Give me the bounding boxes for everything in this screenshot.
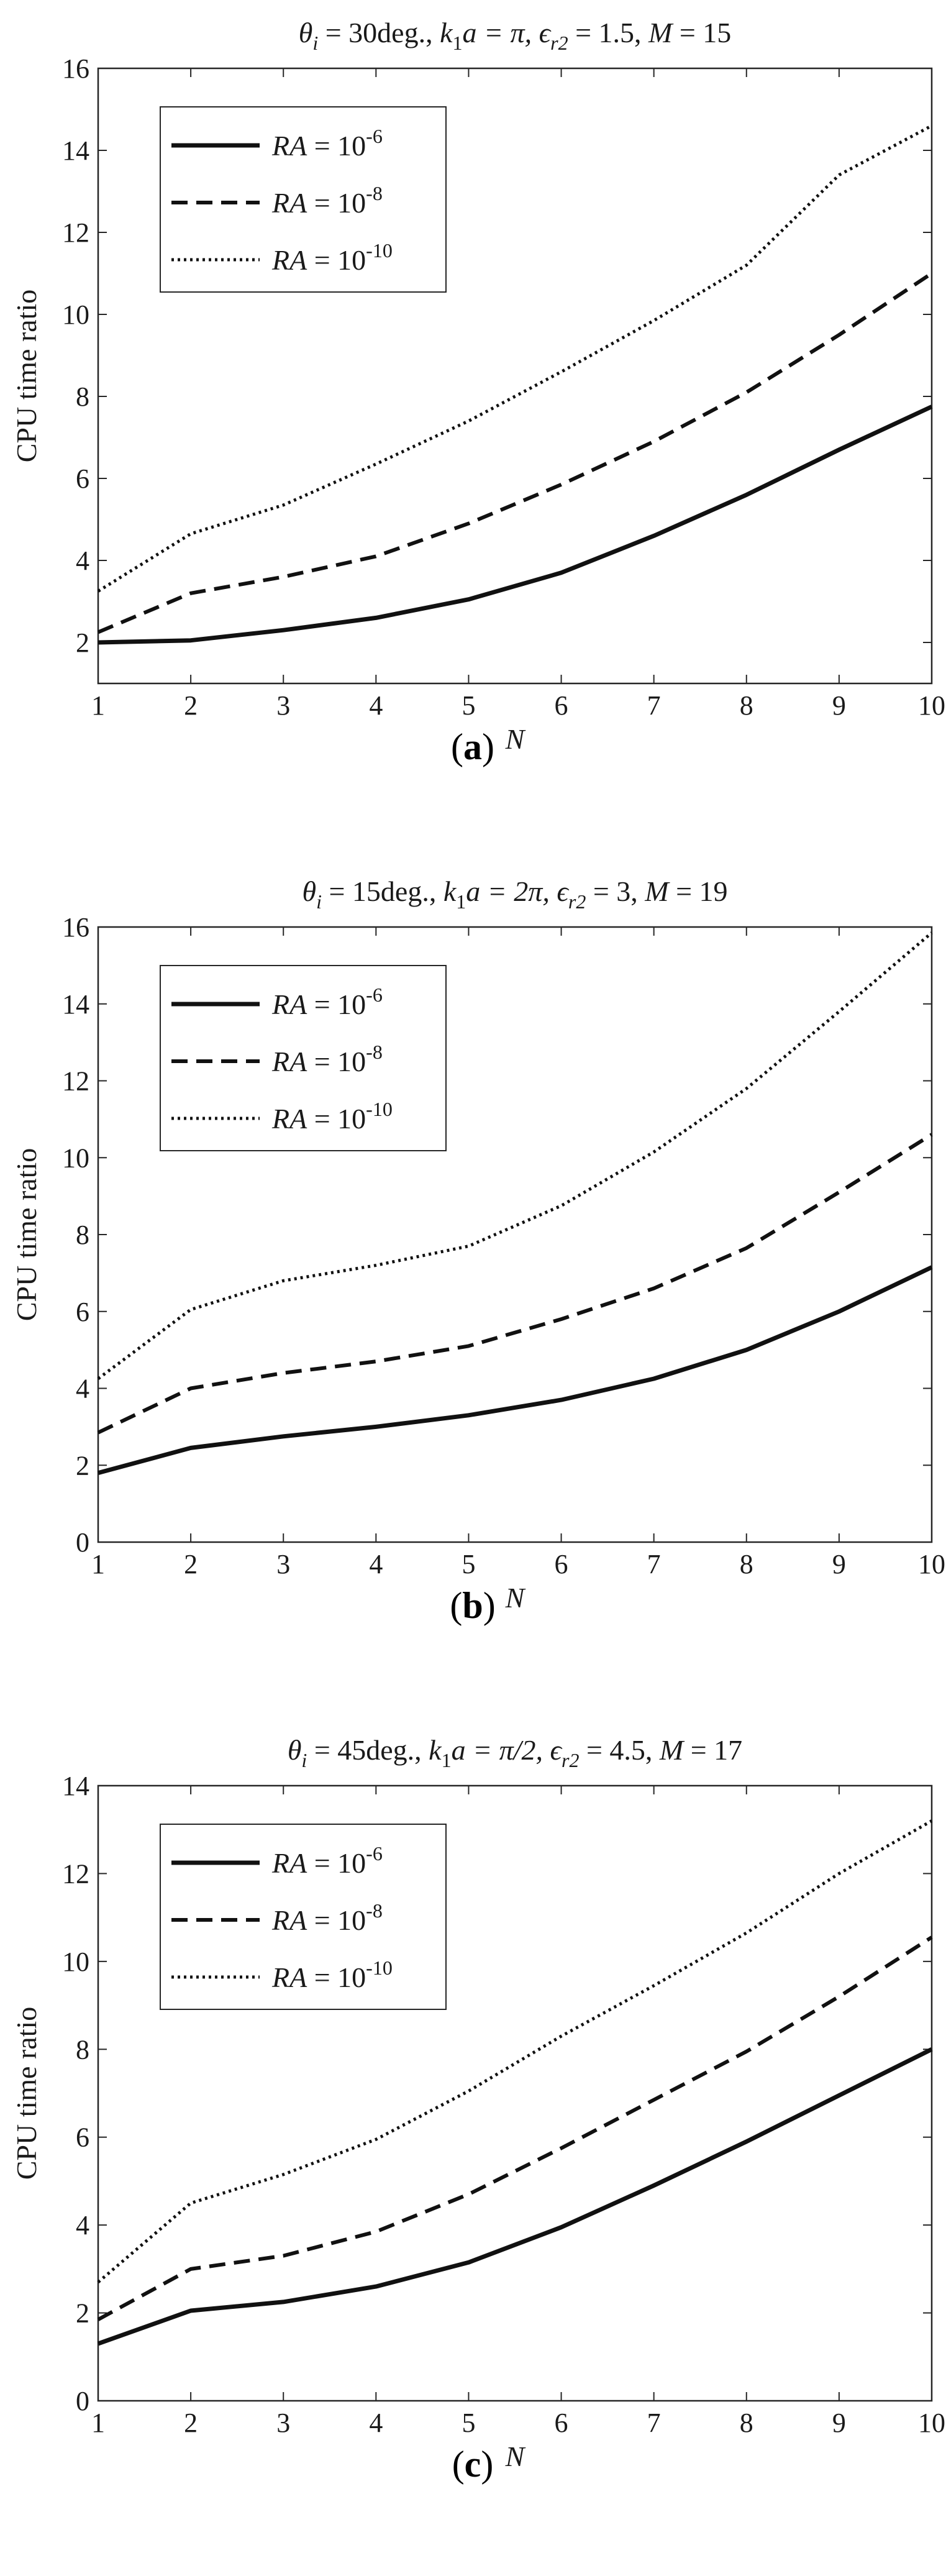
chart-b-svg: θi = 15deg., k1a = 2π, ϵr2 = 3, M = 191 2… bbox=[11, 875, 945, 1626]
chart-b-caption: (b) bbox=[450, 1585, 495, 1626]
chart-b-xtick-label: 7 bbox=[647, 1549, 661, 1579]
chart-b-legend-label-dotted: RA = 10-10 bbox=[271, 1098, 393, 1135]
chart-a-svg: θi = 30deg., k1a = π, ϵr2 = 1.5, M = 15 1… bbox=[11, 17, 945, 767]
chart-c-xtick-label: 1 bbox=[91, 2408, 105, 2438]
chart-c-xlabel: N bbox=[505, 2441, 526, 2472]
chart-c-xtick-label: 2 bbox=[184, 2408, 198, 2438]
chart-b-ytick-label: 4 bbox=[76, 1374, 89, 1404]
chart-b-xtick-label: 10 bbox=[918, 1549, 945, 1579]
chart-c-series-dotted-line bbox=[97, 1819, 933, 2284]
chart-b-xtick-label: 9 bbox=[832, 1549, 846, 1579]
chart-a-legend-label-dotted: RA = 10-10 bbox=[271, 239, 393, 276]
chart-c-xtick-label: 3 bbox=[276, 2408, 290, 2438]
chart-c-ytick-label: 4 bbox=[76, 2210, 89, 2240]
chart-a-ytick-label: 10 bbox=[62, 299, 89, 330]
chart-c-title: θi = 45deg., k1a = π/2, ϵr2 = 4.5, M = 1… bbox=[288, 1734, 742, 1771]
chart-b-xtick-label: 1 bbox=[91, 1549, 105, 1579]
chart-b-ylabel: CPU time ratio bbox=[11, 1148, 42, 1322]
chart-panel-c: θi = 45deg., k1a = π/2, ϵr2 = 4.5, M = 1… bbox=[0, 1717, 946, 2576]
chart-a-series-solid-line bbox=[98, 404, 933, 645]
chart-c-ylabel: CPU time ratio bbox=[11, 2007, 42, 2180]
chart-a-xtick-label: 2 bbox=[184, 690, 198, 721]
chart-b-ytick-label: 10 bbox=[62, 1143, 89, 1173]
chart-c-legend-label-solid: RA = 10-6 bbox=[271, 1842, 383, 1879]
chart-panel-b: θi = 15deg., k1a = 2π, ϵr2 = 3, M = 19 1 2… bbox=[0, 859, 946, 1717]
chart-b-xtick-label: 2 bbox=[184, 1549, 198, 1579]
chart-c-svg: θi = 45deg., k1a = π/2, ϵr2 = 4.5, M = 1… bbox=[11, 1734, 945, 2485]
chart-b-xtick-label: 3 bbox=[276, 1549, 290, 1579]
chart-b-legend-label-solid: RA = 10-6 bbox=[271, 984, 383, 1020]
chart-a-xtick-label: 3 bbox=[276, 690, 290, 721]
chart-c-xtick-label: 10 bbox=[918, 2408, 945, 2438]
chart-b-xtick-label: 8 bbox=[740, 1549, 753, 1579]
chart-c-xtick-label: 7 bbox=[647, 2408, 661, 2438]
chart-c-ytick-label: 12 bbox=[62, 1858, 89, 1889]
chart-a-series-dashed-line bbox=[97, 272, 933, 634]
chart-b-legend-label-dashed: RA = 10-8 bbox=[271, 1041, 383, 1077]
chart-a-legend-box bbox=[160, 106, 447, 293]
chart-b-ytick-label: 2 bbox=[76, 1450, 89, 1481]
chart-b-ytick-label: 12 bbox=[62, 1066, 89, 1097]
chart-c-xtick-label: 6 bbox=[555, 2408, 568, 2438]
chart-c-ytick-label: 14 bbox=[62, 1771, 89, 1801]
chart-a-legend-label-solid: RA = 10-6 bbox=[271, 125, 383, 162]
chart-c-ytick-label: 0 bbox=[76, 2386, 89, 2416]
chart-c-xtick-label: 9 bbox=[832, 2408, 846, 2438]
chart-b-title: θi = 15deg., k1a = 2π, ϵr2 = 3, M = 19 bbox=[302, 875, 727, 913]
chart-c-ytick-label: 2 bbox=[76, 2298, 89, 2329]
chart-a-legend-label-dashed: RA = 10-8 bbox=[271, 182, 383, 219]
chart-b-ytick-label: 16 bbox=[62, 912, 89, 943]
chart-b-series-solid-line bbox=[98, 1265, 933, 1475]
chart-a-ytick-label: 16 bbox=[62, 53, 89, 84]
chart-a-ylabel: CPU time ratio bbox=[11, 290, 42, 463]
chart-a-xtick-label: 8 bbox=[740, 690, 753, 721]
chart-a-xtick-label: 6 bbox=[555, 690, 568, 721]
chart-a-xtick-label: 7 bbox=[647, 690, 661, 721]
chart-a-xtick-label: 10 bbox=[918, 690, 945, 721]
chart-a-xtick-label: 4 bbox=[369, 690, 383, 721]
chart-c-legend-box bbox=[160, 1824, 447, 2010]
chart-b-series-dashed-line bbox=[97, 1133, 933, 1435]
chart-a-ytick-label: 12 bbox=[62, 217, 89, 248]
chart-a-ytick-label: 14 bbox=[62, 135, 89, 166]
chart-b-xtick-label: 4 bbox=[369, 1549, 383, 1579]
chart-panel-a: θi = 30deg., k1a = π, ϵr2 = 1.5, M = 15 1… bbox=[0, 0, 946, 859]
chart-a-xtick-label: 9 bbox=[832, 690, 846, 721]
chart-b-ytick-label: 0 bbox=[76, 1527, 89, 1558]
chart-b-xtick-label: 6 bbox=[555, 1549, 568, 1579]
chart-a-ytick-label: 8 bbox=[76, 381, 89, 412]
chart-a-xtick-label: 1 bbox=[91, 690, 105, 721]
chart-c-xtick-label: 5 bbox=[462, 2408, 475, 2438]
chart-a-ytick-label: 4 bbox=[76, 546, 89, 576]
chart-c-xtick-label: 8 bbox=[740, 2408, 753, 2438]
chart-c-series-dashed-line bbox=[97, 1935, 933, 2321]
chart-a-xlabel: N bbox=[505, 723, 526, 755]
chart-b-xlabel: N bbox=[505, 1582, 526, 1614]
chart-c-ytick-label: 8 bbox=[76, 2034, 89, 2065]
chart-a-ytick-label: 2 bbox=[76, 628, 89, 658]
chart-a-legend: RA = 10-6 RA = 10-8 RA = 10-10 bbox=[160, 106, 447, 293]
chart-b-ytick-label: 6 bbox=[76, 1297, 89, 1327]
chart-c-legend-label-dashed: RA = 10-8 bbox=[271, 1899, 383, 1936]
chart-a-series-dotted-line bbox=[97, 124, 933, 593]
chart-c-series-solid-line bbox=[97, 2047, 933, 2346]
chart-c-xtick-label: 4 bbox=[369, 2408, 383, 2438]
chart-b-xtick-label: 5 bbox=[462, 1549, 475, 1579]
chart-c-ytick-label: 10 bbox=[62, 1947, 89, 1977]
chart-a-title: θi = 30deg., k1a = π, ϵr2 = 1.5, M = 15 bbox=[299, 17, 732, 54]
chart-b-legend: RA = 10-6 RA = 10-8 RA = 10-10 bbox=[160, 965, 447, 1151]
chart-c-caption: (c) bbox=[452, 2444, 494, 2485]
chart-c-legend: RA = 10-6 RA = 10-8 RA = 10-10 bbox=[160, 1824, 447, 2010]
chart-a-caption: (a) bbox=[451, 726, 494, 767]
chart-b-ytick-label: 8 bbox=[76, 1220, 89, 1250]
chart-c-legend-label-dotted: RA = 10-10 bbox=[271, 1957, 393, 1993]
chart-b-legend-box bbox=[160, 965, 447, 1151]
chart-a-ytick-label: 6 bbox=[76, 464, 89, 494]
chart-a-xtick-label: 5 bbox=[462, 690, 475, 721]
chart-c-ytick-label: 6 bbox=[76, 2122, 89, 2153]
chart-b-ytick-label: 14 bbox=[62, 989, 89, 1020]
